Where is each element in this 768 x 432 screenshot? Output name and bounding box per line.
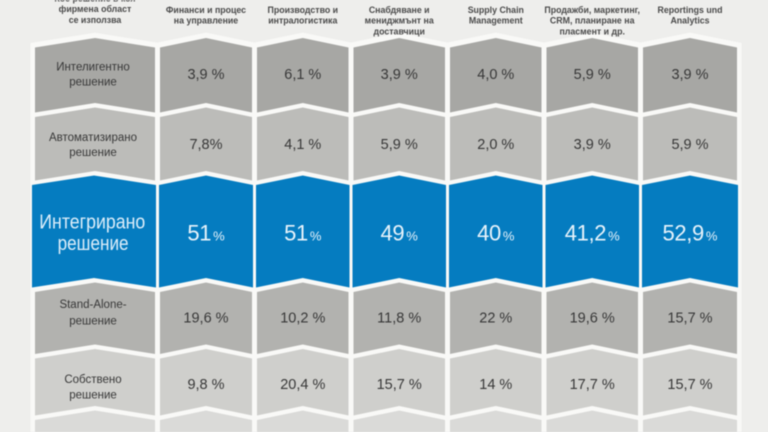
svg-text:Stand-Alone-: Stand-Alone-: [59, 299, 126, 311]
svg-text:20,4 %: 20,4 %: [280, 377, 325, 393]
svg-text:5,9 %: 5,9 %: [671, 137, 708, 153]
svg-text:3,9 %: 3,9 %: [574, 137, 611, 153]
svg-text:15,7 %: 15,7 %: [667, 311, 712, 327]
svg-text:Интегрирано: Интегрирано: [39, 211, 145, 234]
svg-text:15,7 %: 15,7 %: [667, 377, 712, 393]
svg-text:Снабдяване и: Снабдяване и: [369, 5, 430, 15]
svg-text:решение: решение: [69, 316, 117, 328]
svg-text:Кое решение в коя: Кое решение в коя: [54, 0, 135, 4]
svg-text:Analytics: Analytics: [670, 16, 709, 26]
svg-text:15,7 %: 15,7 %: [377, 377, 422, 393]
svg-text:доставчици: доставчици: [374, 26, 425, 36]
svg-text:се използва: се използва: [69, 15, 122, 25]
svg-text:4,1 %: 4,1 %: [284, 137, 321, 153]
svg-text:7,8%: 7,8%: [189, 137, 222, 153]
svg-text:4,0 %: 4,0 %: [477, 67, 514, 83]
svg-text:5,9 %: 5,9 %: [381, 137, 418, 153]
svg-text:решение: решение: [69, 390, 117, 402]
svg-text:3,9 %: 3,9 %: [381, 67, 418, 83]
svg-text:решение: решение: [69, 77, 117, 89]
svg-text:Продажби, маркетинг,: Продажби, маркетинг,: [544, 5, 640, 15]
svg-text:19,6 %: 19,6 %: [570, 311, 615, 327]
svg-text:Производство и: Производство и: [268, 5, 339, 15]
svg-text:Собствено: Собствено: [64, 374, 121, 386]
svg-text:14 %: 14 %: [479, 377, 512, 393]
svg-text:Management: Management: [469, 16, 523, 26]
svg-text:3,9 %: 3,9 %: [671, 67, 708, 83]
svg-text:3,9 %: 3,9 %: [187, 67, 224, 83]
svg-text:9,8 %: 9,8 %: [187, 377, 224, 393]
svg-text:22 %: 22 %: [479, 311, 512, 327]
svg-text:фирмена област: фирмена област: [59, 4, 132, 14]
svg-text:Supply Chain: Supply Chain: [468, 5, 524, 15]
svg-text:Reportings und: Reportings und: [658, 5, 723, 15]
svg-text:Финанси и процес: Финанси и процес: [166, 5, 246, 15]
svg-text:на управление: на управление: [174, 16, 238, 26]
svg-text:решение: решение: [58, 232, 129, 255]
svg-text:11,8 %: 11,8 %: [377, 311, 421, 327]
svg-text:2,0 %: 2,0 %: [477, 137, 514, 153]
svg-text:Интелигентно: Интелигентно: [56, 62, 130, 74]
svg-text:19,6 %: 19,6 %: [183, 311, 228, 327]
svg-text:5,9 %: 5,9 %: [574, 67, 611, 83]
svg-text:17,7 %: 17,7 %: [570, 377, 615, 393]
svg-text:пласмент и др.: пласмент и др.: [559, 26, 624, 36]
svg-text:6,1 %: 6,1 %: [284, 67, 321, 83]
svg-text:CRM, планиране на: CRM, планиране на: [550, 16, 635, 26]
svg-text:мениджмънт на: мениджмънт на: [365, 16, 434, 26]
svg-text:интралогистика: интралогистика: [268, 16, 337, 26]
svg-text:10,2 %: 10,2 %: [280, 311, 325, 327]
svg-text:Автоматизирано: Автоматизирано: [49, 132, 137, 144]
svg-text:решение: решение: [69, 147, 117, 159]
